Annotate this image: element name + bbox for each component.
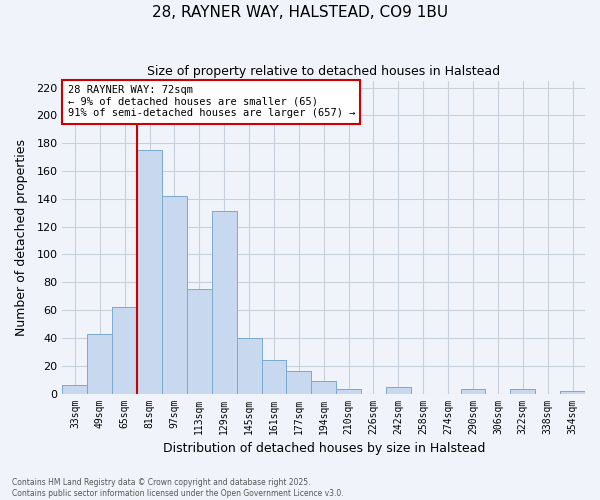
Bar: [236, 338, 262, 394]
Bar: [137, 150, 162, 394]
Bar: [461, 390, 485, 394]
Bar: [311, 381, 336, 394]
Text: 28, RAYNER WAY, HALSTEAD, CO9 1BU: 28, RAYNER WAY, HALSTEAD, CO9 1BU: [152, 5, 448, 20]
Bar: [88, 334, 112, 394]
Text: 28 RAYNER WAY: 72sqm
← 9% of detached houses are smaller (65)
91% of semi-detach: 28 RAYNER WAY: 72sqm ← 9% of detached ho…: [68, 86, 355, 118]
Title: Size of property relative to detached houses in Halstead: Size of property relative to detached ho…: [147, 65, 500, 78]
Bar: [262, 360, 286, 394]
Text: Contains HM Land Registry data © Crown copyright and database right 2025.
Contai: Contains HM Land Registry data © Crown c…: [12, 478, 344, 498]
Bar: [560, 391, 585, 394]
Bar: [386, 386, 411, 394]
Bar: [336, 390, 361, 394]
Bar: [511, 390, 535, 394]
Y-axis label: Number of detached properties: Number of detached properties: [15, 138, 28, 336]
Bar: [112, 308, 137, 394]
X-axis label: Distribution of detached houses by size in Halstead: Distribution of detached houses by size …: [163, 442, 485, 455]
Bar: [187, 289, 212, 394]
Bar: [162, 196, 187, 394]
Bar: [212, 212, 236, 394]
Bar: [62, 385, 88, 394]
Bar: [286, 372, 311, 394]
